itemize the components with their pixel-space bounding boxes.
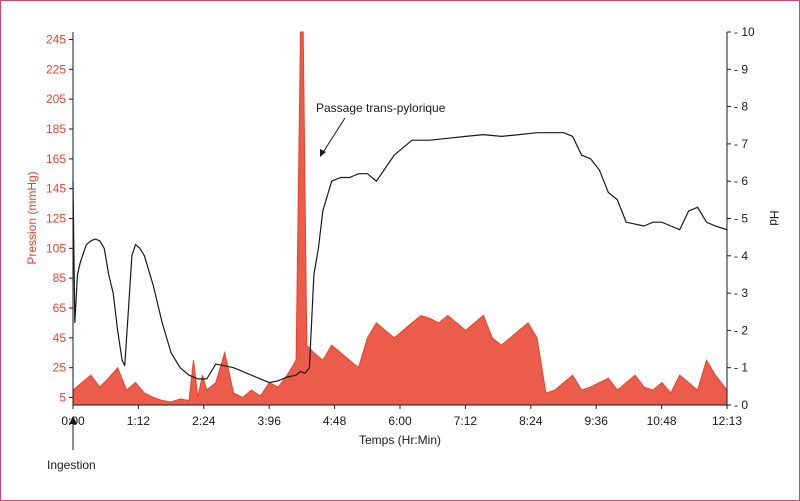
y-right-tick-label: - 7 bbox=[734, 137, 748, 151]
y-left-tick-label: 225 bbox=[46, 62, 66, 76]
series-pressure-area bbox=[73, 32, 727, 405]
y-right-tick-label: - 9 bbox=[734, 62, 748, 76]
y-left-tick-label: 145 bbox=[46, 182, 66, 196]
y-left-tick-label: 45 bbox=[53, 331, 67, 345]
y-left-tick-label: 125 bbox=[46, 212, 66, 226]
x-tick-label: 3:96 bbox=[258, 414, 282, 428]
x-axis-title: Temps (Hr:Min) bbox=[359, 433, 441, 447]
x-tick-label: 1:12 bbox=[127, 414, 151, 428]
x-tick-label: 10:48 bbox=[647, 414, 677, 428]
y-left-tick-label: 105 bbox=[46, 241, 66, 255]
y-right-axis-title: Hd bbox=[767, 210, 781, 225]
y-left-tick-label: 185 bbox=[46, 122, 66, 136]
y-left-tick-label: 245 bbox=[46, 32, 66, 46]
y-left-tick-label: 25 bbox=[53, 361, 67, 375]
annotation-pylorique: Passage trans-pylorique bbox=[316, 101, 446, 115]
series-ph-line bbox=[72, 132, 728, 384]
x-tick-label: 4:48 bbox=[323, 414, 347, 428]
annotation-pylorique-arrowhead bbox=[320, 149, 326, 157]
y-right-tick-label: - 5 bbox=[734, 212, 748, 226]
y-left-tick-label: 205 bbox=[46, 92, 66, 106]
annotation-ingestion: Ingestion bbox=[47, 458, 96, 472]
series-pressure-line bbox=[72, 31, 728, 403]
y-right-tick-label: - 6 bbox=[734, 174, 748, 188]
annotation-ingestion-arrowhead bbox=[69, 416, 77, 424]
y-right-tick-label: - 2 bbox=[734, 323, 748, 337]
y-left-tick-label: 5 bbox=[59, 391, 66, 405]
x-tick-label: 8:24 bbox=[519, 414, 543, 428]
x-tick-label: 7:12 bbox=[454, 414, 478, 428]
y-right-tick-label: - 0 bbox=[734, 398, 748, 412]
y-right-tick-label: - 10 bbox=[734, 25, 755, 39]
x-tick-label: 12:13 bbox=[712, 414, 742, 428]
x-tick-label: 2:24 bbox=[192, 414, 216, 428]
y-right-tick-label: - 1 bbox=[734, 361, 748, 375]
y-left-tick-label: 165 bbox=[46, 152, 66, 166]
annotation-pylorique-arrow bbox=[321, 117, 346, 155]
y-right-tick-label: - 4 bbox=[734, 249, 748, 263]
y-left-axis-title: Pression (mmHg) bbox=[25, 171, 39, 264]
x-tick-label: 6:00 bbox=[388, 414, 412, 428]
y-right-tick-label: - 3 bbox=[734, 286, 748, 300]
y-left-tick-label: 85 bbox=[53, 271, 67, 285]
x-tick-label: 9:36 bbox=[585, 414, 609, 428]
y-right-tick-label: - 8 bbox=[734, 100, 748, 114]
y-left-tick-label: 65 bbox=[53, 301, 67, 315]
